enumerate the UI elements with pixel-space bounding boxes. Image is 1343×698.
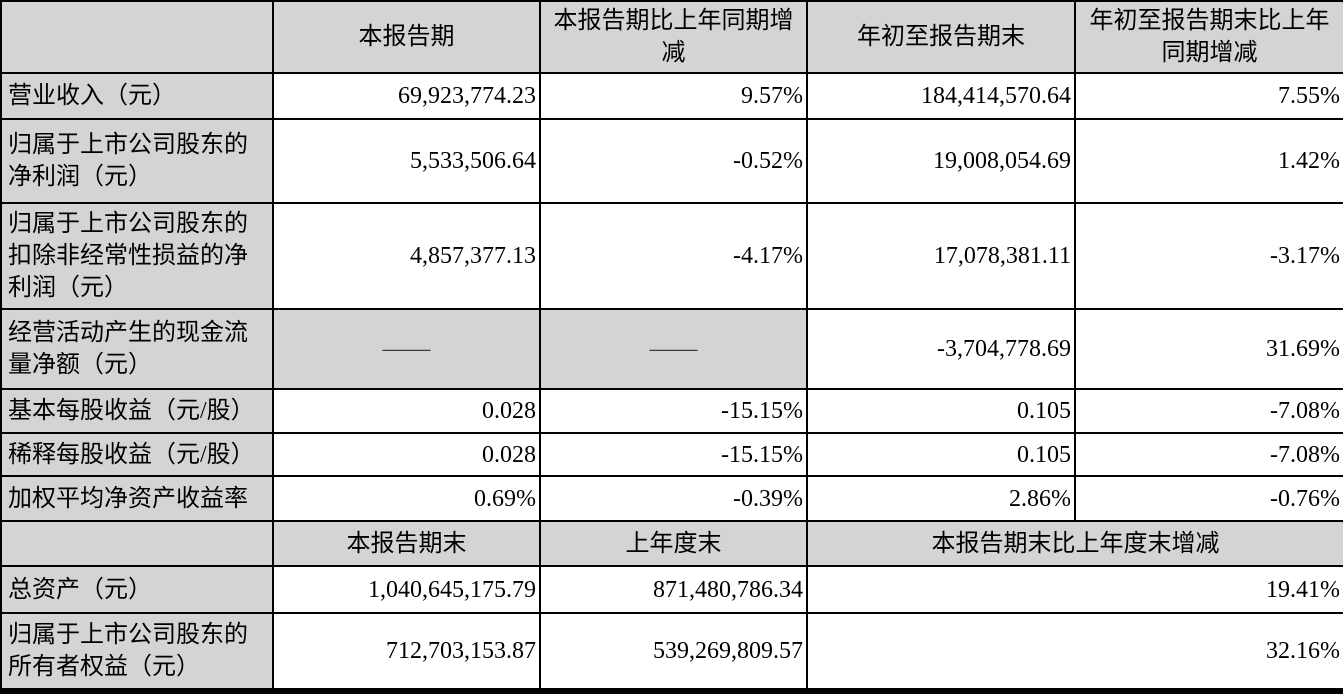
value-ytd-yoy: -7.08% [1074,432,1343,477]
value-period-end: 1,040,645,175.79 [272,565,541,614]
value-current-yoy-dash: —— [539,308,808,390]
value-ytd: -3,704,778.69 [806,308,1076,390]
value-current-yoy: -15.15% [539,388,808,434]
metric-label: 加权平均净资产收益率 [0,475,274,522]
value-ytd: 2.86% [806,475,1076,522]
value-prior-year-end: 871,480,786.34 [539,565,808,614]
value-ytd-yoy: -7.08% [1074,388,1343,434]
metric-label: 营业收入（元） [0,72,274,120]
value-change: 19.41% [806,565,1343,614]
table-row-basic-eps: 基本每股收益（元/股） 0.028 -15.15% 0.105 -7.08% [0,388,1343,434]
value-current-yoy: -4.17% [539,202,808,310]
value-current: 69,923,774.23 [272,72,541,120]
value-current-yoy: -15.15% [539,432,808,477]
value-change: 32.16% [806,612,1343,692]
value-current-yoy: -0.52% [539,118,808,204]
metric-label: 总资产（元） [0,565,274,614]
value-current-yoy: -0.39% [539,475,808,522]
table-row-weighted-avg-roe: 加权平均净资产收益率 0.69% -0.39% 2.86% -0.76% [0,475,1343,522]
value-ytd-yoy: 1.42% [1074,118,1343,204]
header-current-period-yoy: 本报告期比上年同期增减 [539,0,808,74]
header-row-period: 本报告期 本报告期比上年同期增减 年初至报告期末 年初至报告期末比上年同期增减 [0,0,1343,74]
header-row-balance: 本报告期末 上年度末 本报告期末比上年度末增减 [0,520,1343,567]
value-current: 5,533,506.64 [272,118,541,204]
table-row-net-profit-excl-nonrecurring: 归属于上市公司股东的扣除非经常性损益的净利润（元） 4,857,377.13 -… [0,202,1343,310]
value-ytd: 17,078,381.11 [806,202,1076,310]
header-period-end-vs-prior: 本报告期末比上年度末增减 [806,520,1343,567]
metric-label: 基本每股收益（元/股） [0,388,274,434]
metric-label: 经营活动产生的现金流量净额（元） [0,308,274,390]
table-row-operating-cash-flow: 经营活动产生的现金流量净额（元） —— —— -3,704,778.69 31.… [0,308,1343,390]
value-ytd-yoy: 7.55% [1074,72,1343,120]
header-period-end: 本报告期末 [272,520,541,567]
value-current: 0.69% [272,475,541,522]
metric-label: 归属于上市公司股东的扣除非经常性损益的净利润（元） [0,202,274,310]
value-ytd: 0.105 [806,432,1076,477]
value-ytd-yoy: -0.76% [1074,475,1343,522]
header-ytd: 年初至报告期末 [806,0,1076,74]
value-current: 4,857,377.13 [272,202,541,310]
header-item-blank [0,0,274,74]
value-ytd: 19,008,054.69 [806,118,1076,204]
header-ytd-yoy: 年初至报告期末比上年同期增减 [1074,0,1343,74]
table-row-operating-revenue: 营业收入（元） 69,923,774.23 9.57% 184,414,570.… [0,72,1343,120]
metric-label: 稀释每股收益（元/股） [0,432,274,477]
value-period-end: 712,703,153.87 [272,612,541,692]
metric-label: 归属于上市公司股东的所有者权益（元） [0,612,274,692]
metric-label: 归属于上市公司股东的净利润（元） [0,118,274,204]
value-current-dash: —— [272,308,541,390]
table-row-diluted-eps: 稀释每股收益（元/股） 0.028 -15.15% 0.105 -7.08% [0,432,1343,477]
table-row-owners-equity: 归属于上市公司股东的所有者权益（元） 712,703,153.87 539,26… [0,612,1343,692]
value-current: 0.028 [272,432,541,477]
header-prior-year-end: 上年度末 [539,520,808,567]
header-current-period: 本报告期 [272,0,541,74]
table-row-total-assets: 总资产（元） 1,040,645,175.79 871,480,786.34 1… [0,565,1343,614]
header-item-blank-2 [0,520,274,567]
table-row-net-profit: 归属于上市公司股东的净利润（元） 5,533,506.64 -0.52% 19,… [0,118,1343,204]
value-ytd-yoy: 31.69% [1074,308,1343,390]
value-prior-year-end: 539,269,809.57 [539,612,808,692]
value-current-yoy: 9.57% [539,72,808,120]
value-ytd: 0.105 [806,388,1076,434]
value-current: 0.028 [272,388,541,434]
value-ytd: 184,414,570.64 [806,72,1076,120]
value-ytd-yoy: -3.17% [1074,202,1343,310]
